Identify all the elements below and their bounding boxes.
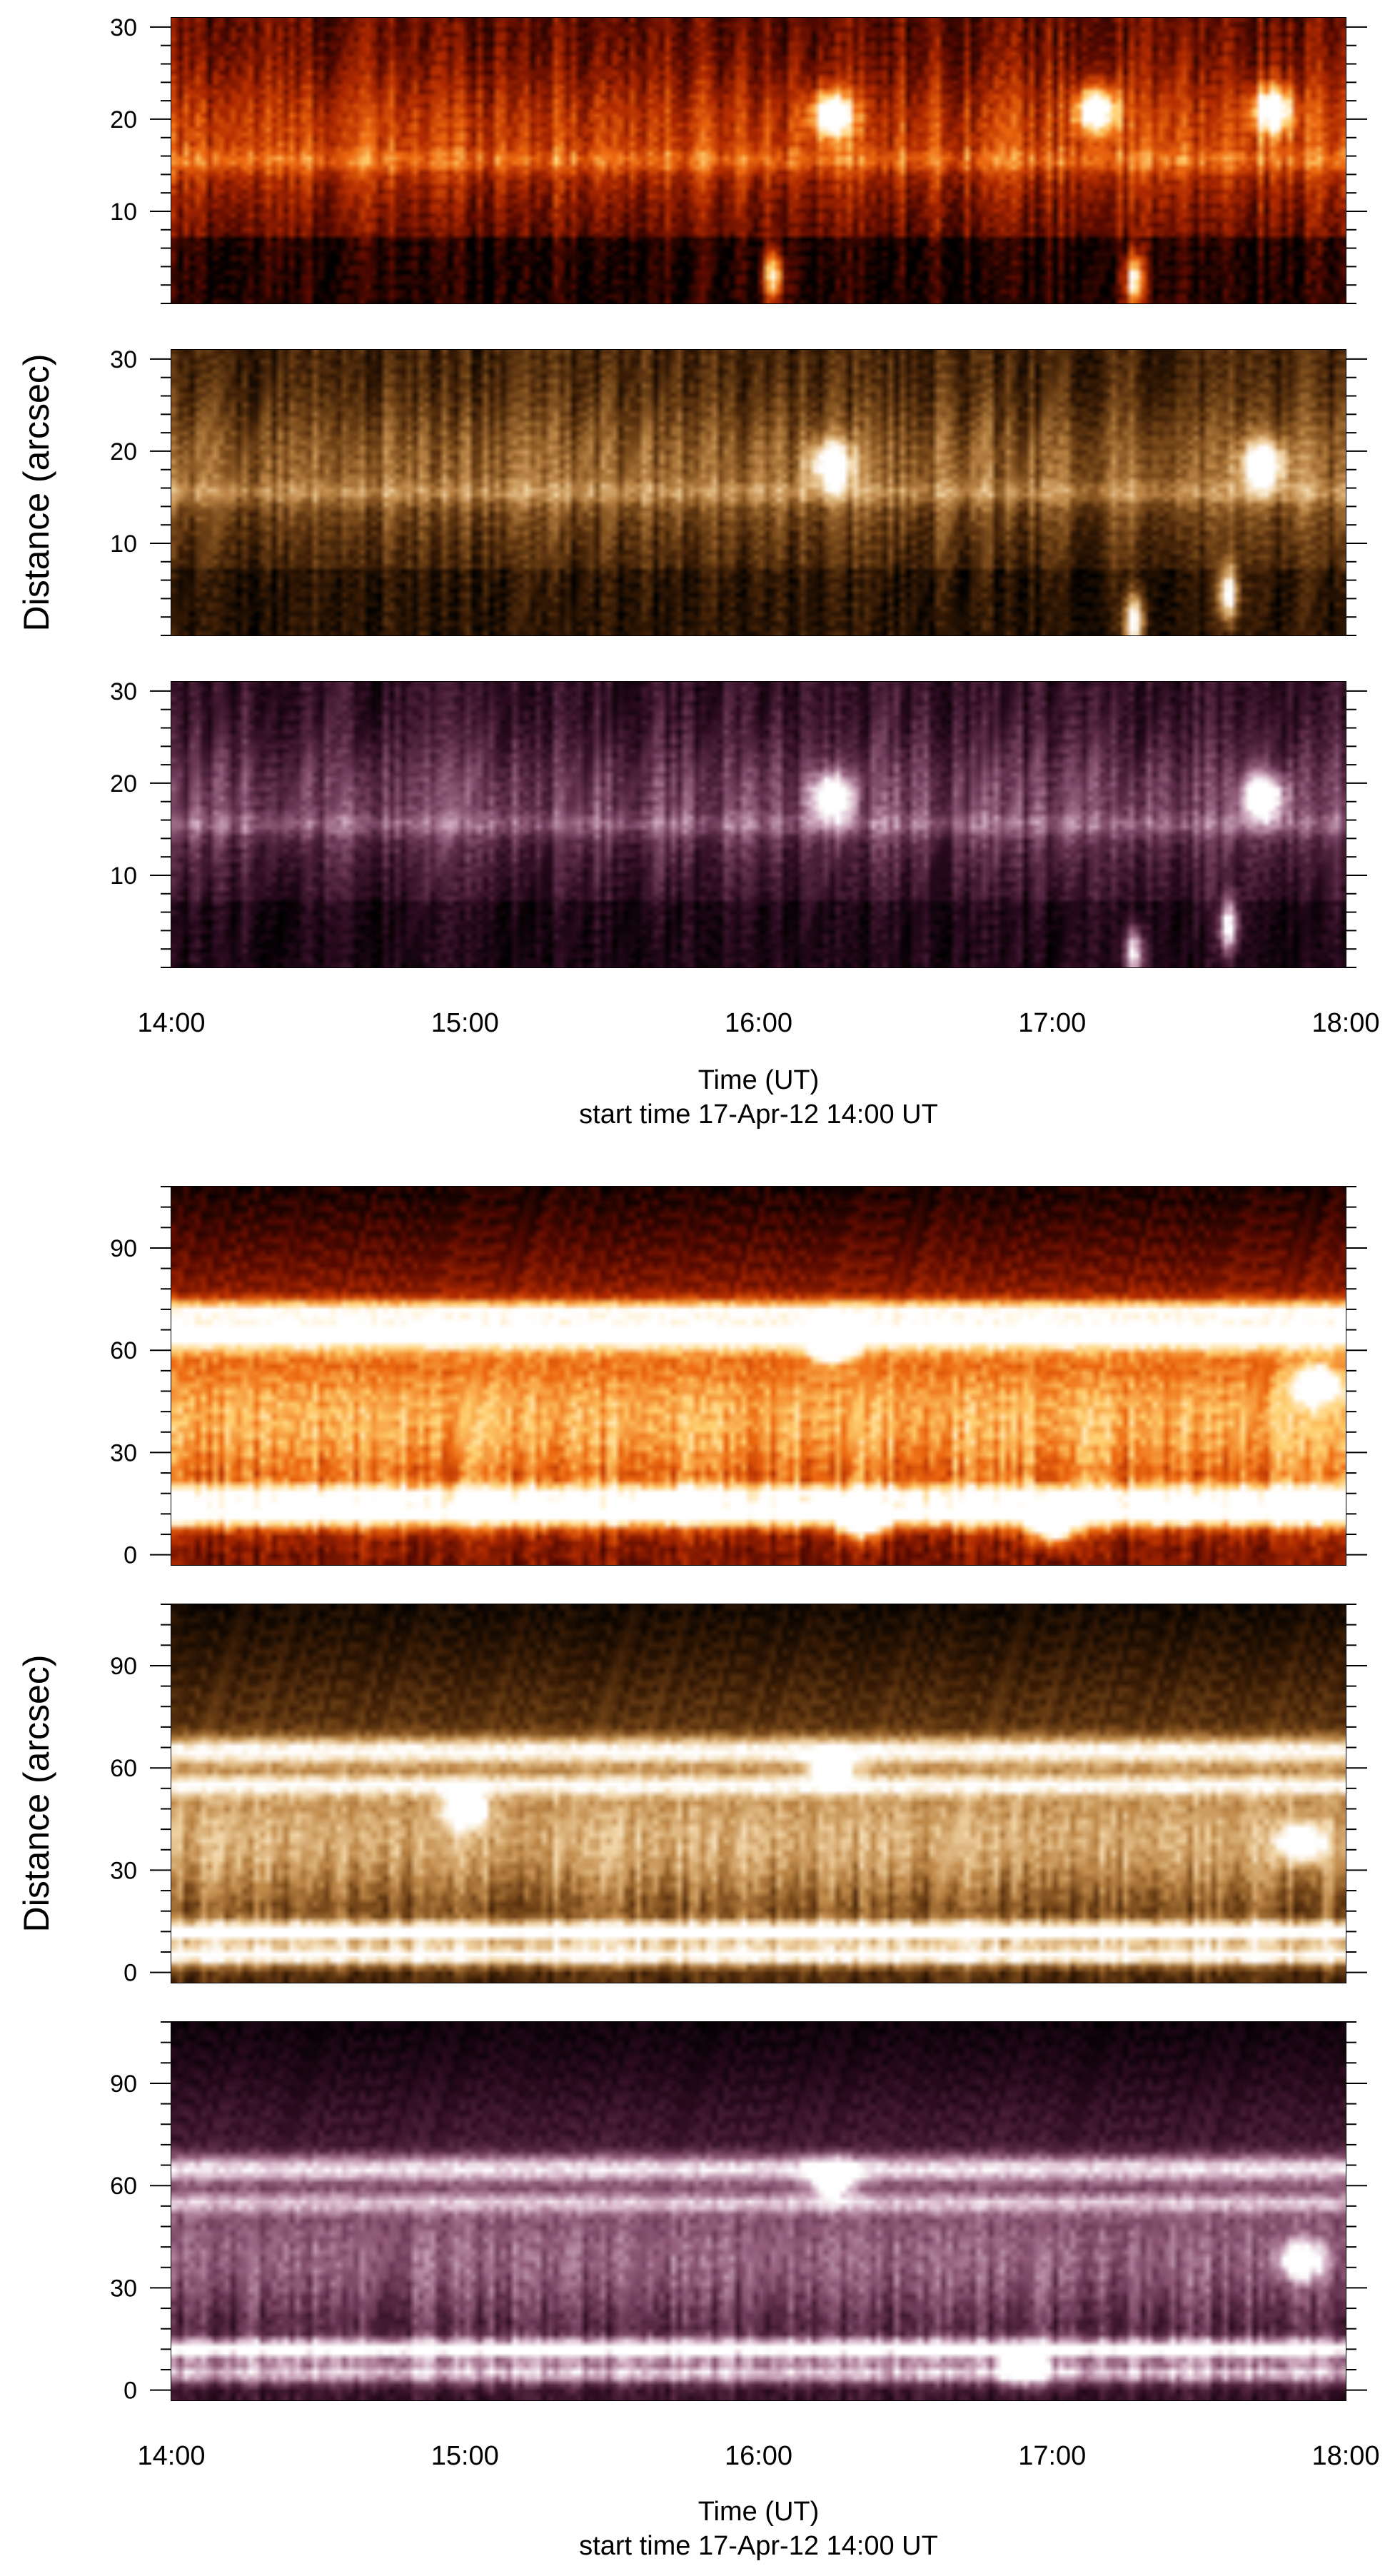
y-tick-label: 90 [110, 2071, 137, 2098]
x-tick-label: 18:00 [1311, 2441, 1379, 2471]
x-tick-label: 16:00 [725, 1008, 792, 1038]
heatmap-image [171, 1187, 1346, 1565]
y-tick-label: 10 [110, 862, 137, 890]
y-tick-label: 30 [110, 678, 137, 705]
y-tick-label: 10 [110, 198, 137, 226]
y-tick-label: 30 [110, 1857, 137, 1884]
y-tick-label: 20 [110, 438, 137, 466]
y-tick-label: 20 [110, 106, 137, 134]
x-tick-label: 14:00 [137, 1008, 205, 1038]
y-tick-label: 0 [124, 2378, 137, 2405]
x-tick-label: 14:00 [137, 2441, 205, 2471]
y-tick-label: 90 [110, 1653, 137, 1680]
x-tick-label: 15:00 [431, 2441, 499, 2471]
x-tick-label: 17:00 [1018, 1008, 1086, 1038]
x-tick-label: 17:00 [1018, 2441, 1086, 2471]
start-time-subtitle: start time 17-Apr-12 14:00 UT [579, 2531, 938, 2561]
heatmap-image [171, 2022, 1346, 2400]
y-tick-label: 10 [110, 530, 137, 558]
x-axis-label: Time (UT) [698, 1065, 820, 1095]
heatmap-image [171, 18, 1346, 303]
y-tick-label: 60 [110, 1337, 137, 1364]
start-time-subtitle: start time 17-Apr-12 14:00 UT [579, 1100, 938, 1129]
y-tick-label: 30 [110, 1439, 137, 1466]
x-tick-label: 16:00 [725, 2441, 792, 2471]
y-tick-label: 90 [110, 1235, 137, 1262]
y-tick-label: 30 [110, 2275, 137, 2302]
y-axis-label: Distance (arcsec) [16, 354, 56, 632]
heatmap-image [171, 682, 1346, 967]
y-tick-label: 20 [110, 770, 137, 798]
x-tick-label: 18:00 [1311, 1008, 1379, 1038]
x-tick-label: 15:00 [431, 1008, 499, 1038]
y-tick-label: 0 [124, 1542, 137, 1569]
y-tick-label: 30 [110, 14, 137, 41]
y-tick-label: 60 [110, 1755, 137, 1782]
y-tick-label: 60 [110, 2173, 137, 2200]
x-axis-label: Time (UT) [698, 2497, 820, 2527]
heatmap-image [171, 1604, 1346, 1983]
y-tick-label: 30 [110, 346, 137, 373]
y-tick-label: 0 [124, 1960, 137, 1987]
y-axis-label: Distance (arcsec) [16, 1655, 56, 1933]
heatmap-image [171, 350, 1346, 635]
